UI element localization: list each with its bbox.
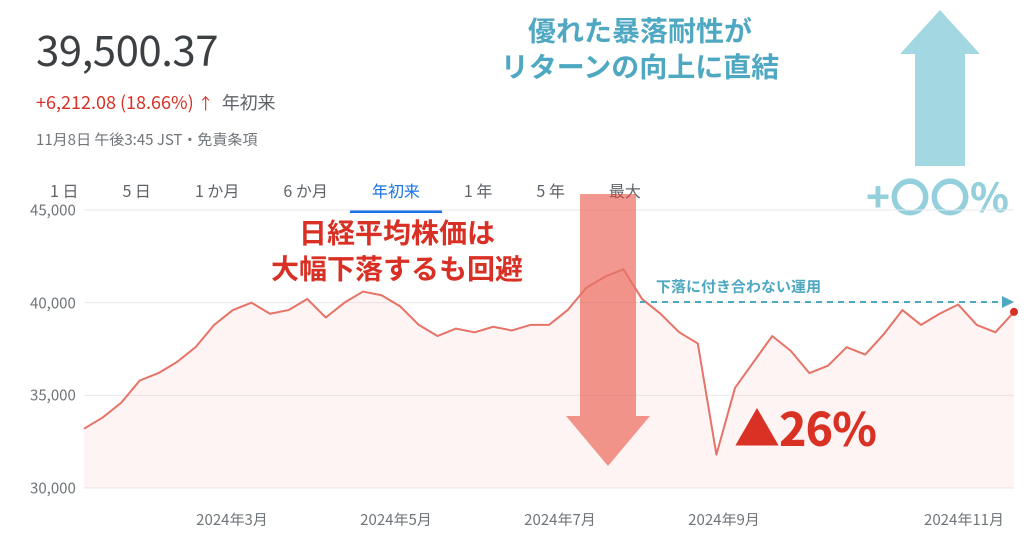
change-pct: (18.66%) xyxy=(120,89,194,115)
annotation-top-line1: 優れた暴落耐性が xyxy=(528,10,752,50)
annotation-red-line1: 日経平均株価は xyxy=(299,212,495,252)
dashed-arrow-head-icon xyxy=(1002,296,1014,308)
y-tick-label: 40,000 xyxy=(30,292,76,313)
change-label: 年初来 xyxy=(222,89,276,115)
x-tick-label: 2024年5月 xyxy=(360,509,432,530)
tab-最大[interactable]: 最大 xyxy=(587,170,663,213)
up-arrow-icon: ↑ xyxy=(198,90,214,114)
tab-5年[interactable]: 5 年 xyxy=(514,170,586,213)
tab-1年[interactable]: 1 年 xyxy=(442,170,514,213)
x-tick-label: 2024年11月 xyxy=(924,509,1004,530)
timestamp-meta: 11月8日 午後3:45 JST・免責条項 xyxy=(36,129,1024,150)
x-tick-label: 2024年7月 xyxy=(524,509,596,530)
annotation-red-line2: 大幅下落するも回避 xyxy=(271,248,523,288)
annotation-red-pct: ▲26% xyxy=(734,394,876,460)
annotation-top: 優れた暴落耐性が リターンの向上に直結 xyxy=(420,12,860,85)
tab-5日[interactable]: 5 日 xyxy=(100,170,172,213)
x-tick-label: 2024年9月 xyxy=(688,509,760,530)
change-value: +6,212.08 xyxy=(36,89,116,115)
tab-年初来[interactable]: 年初来 xyxy=(350,170,442,213)
tab-1か月[interactable]: 1 か月 xyxy=(173,170,261,213)
y-tick-label: 45,000 xyxy=(30,200,76,221)
annotation-dashed-label: 下落に付き合わない運用 xyxy=(656,276,821,297)
annotation-teal-pct: +〇〇% xyxy=(866,166,1009,224)
x-tick-label: 2024年3月 xyxy=(196,509,268,530)
y-tick-label: 30,000 xyxy=(30,478,76,499)
annotation-red: 日経平均株価は 大幅下落するも回避 xyxy=(182,214,612,287)
tab-6か月[interactable]: 6 か月 xyxy=(261,170,349,213)
y-tick-label: 35,000 xyxy=(30,385,76,406)
annotation-top-line2: リターンの向上に直結 xyxy=(501,46,780,86)
change-row: +6,212.08 (18.66%) ↑ 年初来 xyxy=(36,89,1024,115)
